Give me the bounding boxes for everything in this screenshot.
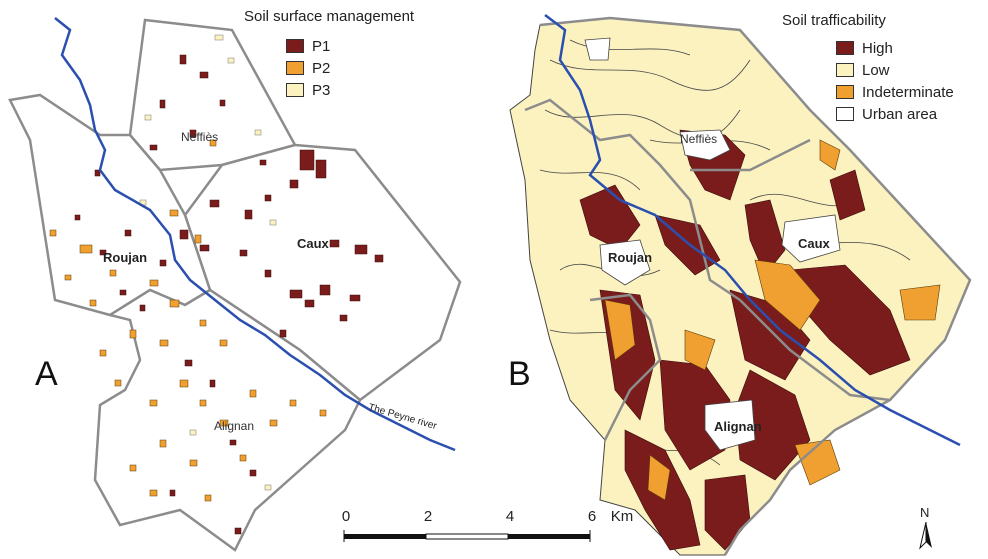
- town-label-caux: Caux: [297, 236, 329, 251]
- panel-b-letter: B: [508, 355, 531, 393]
- legend-item-indeterminate: Indeterminate: [836, 82, 954, 102]
- town-label-alignan-b: Alignan: [714, 419, 762, 434]
- legend-label-p3: P3: [312, 81, 331, 99]
- north-arrow-icon: [919, 521, 932, 550]
- peyne-river: [54, 17, 456, 452]
- town-label-roujan: Roujan: [103, 250, 148, 265]
- panel-b-map: Soil trafficability High Low Indetermina…: [490, 0, 988, 559]
- legend-label-p2: P2: [312, 59, 331, 77]
- panel-a-legend: P1 P2 P3: [286, 36, 330, 102]
- panel-a-map: Soil surface management P1 P2 P3 Neffiès…: [0, 0, 490, 559]
- legend-swatch-low: [836, 63, 854, 77]
- town-label-caux-b: Caux: [798, 236, 830, 251]
- area-high: [579, 129, 911, 551]
- commune-boundaries: [8, 18, 462, 552]
- panel-b-canvas: [509, 14, 972, 556]
- legend-item-urban: Urban area: [836, 104, 954, 124]
- scale-tick-0: 0: [341, 508, 351, 525]
- panel-b-legend: High Low Indeterminate Urban area: [836, 38, 954, 126]
- legend-item-p1: P1: [286, 36, 330, 56]
- scale-tick-2: 2: [423, 508, 433, 525]
- town-label-neffies-b: Neffiès: [680, 132, 718, 146]
- legend-label-p1: P1: [312, 37, 331, 55]
- scale-tick-6: 6: [587, 508, 597, 525]
- panel-a-letter: A: [35, 355, 58, 393]
- area-indeterminate: [604, 139, 941, 501]
- legend-item-p3: P3: [286, 80, 330, 100]
- legend-item-low: Low: [836, 60, 954, 80]
- legend-label-high: High: [862, 39, 893, 57]
- scale-bar: 0 2 4 6 Km: [340, 508, 640, 548]
- town-label-roujan-b: Roujan: [608, 250, 653, 265]
- legend-swatch-p3: [286, 83, 304, 97]
- north-arrow-label: N: [920, 505, 930, 520]
- panel-a-canvas: [8, 17, 462, 552]
- legend-swatch-indeterminate: [836, 85, 854, 99]
- north-arrow: N: [912, 505, 942, 551]
- legend-label-low: Low: [862, 61, 890, 79]
- legend-swatch-urban: [836, 107, 854, 121]
- parcels-p2: [49, 139, 327, 502]
- town-label-alignan: Alignan: [214, 419, 255, 433]
- legend-swatch-p2: [286, 61, 304, 75]
- area-urban: [584, 37, 841, 451]
- panel-a-legend-title: Soil surface management: [244, 8, 415, 25]
- legend-item-p2: P2: [286, 58, 330, 78]
- parcels-p3: [139, 34, 277, 491]
- scale-unit: Km: [610, 508, 634, 525]
- scale-tick-4: 4: [505, 508, 515, 525]
- town-label-neffies: Neffiès: [181, 130, 219, 144]
- panel-b-legend-title: Soil trafficability: [782, 12, 886, 29]
- legend-label-urban: Urban area: [862, 105, 938, 123]
- legend-label-indeterminate: Indeterminate: [862, 83, 954, 101]
- legend-swatch-high: [836, 41, 854, 55]
- legend-item-high: High: [836, 38, 954, 58]
- legend-swatch-p1: [286, 39, 304, 53]
- scale-bar-graphic: [343, 530, 591, 542]
- parcels-p1: [74, 54, 384, 535]
- peyne-river-b: [544, 14, 961, 447]
